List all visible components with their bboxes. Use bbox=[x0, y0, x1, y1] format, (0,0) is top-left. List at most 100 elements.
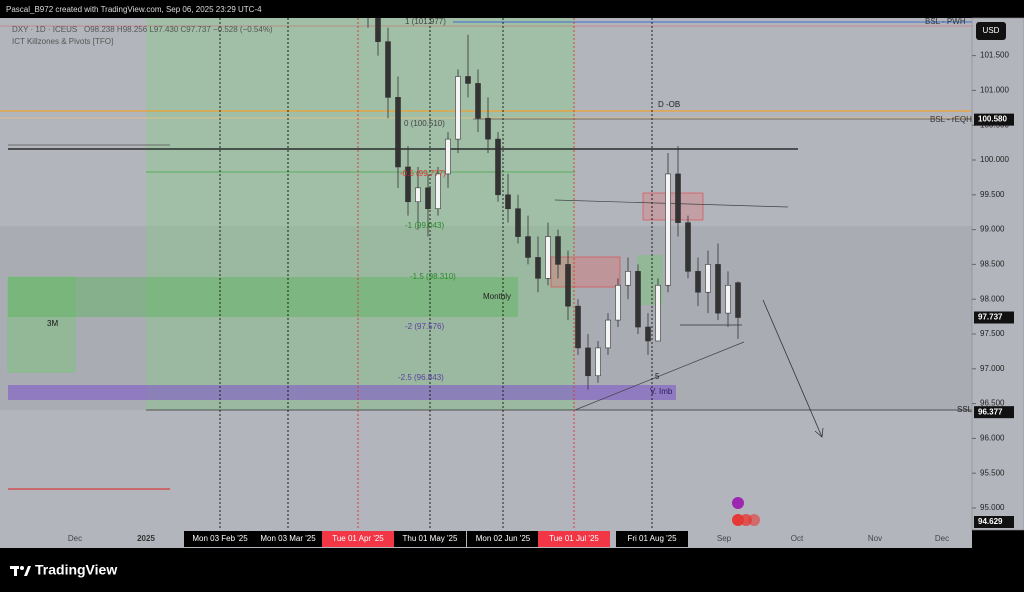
candles bbox=[367, 18, 741, 390]
time-label: Dec bbox=[68, 534, 82, 543]
candle-body bbox=[725, 284, 731, 314]
date-badge bbox=[394, 531, 466, 547]
monthly-band bbox=[8, 277, 518, 317]
annotation: -1 (99.043) bbox=[405, 221, 444, 230]
price-tick-label: 95.000 bbox=[980, 503, 1005, 512]
date-badge bbox=[252, 531, 324, 547]
candle-body bbox=[485, 117, 491, 140]
green-zone bbox=[146, 18, 575, 410]
candle-body bbox=[605, 319, 611, 349]
price-tick-label: 99.500 bbox=[980, 190, 1005, 199]
candle-body bbox=[435, 173, 441, 210]
price-tick-label: 100.000 bbox=[980, 155, 1009, 164]
candle-body bbox=[735, 282, 741, 318]
legend-ohlc: O98.238 H98.256 L97.430 C97.737 −0.528 (… bbox=[84, 25, 273, 34]
price-axis bbox=[971, 17, 1024, 531]
time-label: Sep bbox=[717, 534, 732, 543]
date-badge bbox=[538, 531, 610, 547]
candle-body bbox=[695, 271, 701, 293]
price-badge bbox=[974, 406, 1014, 419]
price-tick-label: 97.500 bbox=[980, 329, 1005, 338]
annotation: -2 (97.576) bbox=[405, 322, 444, 331]
candle-body bbox=[415, 187, 421, 203]
time-label: 2025 bbox=[137, 534, 155, 543]
price-badge bbox=[974, 113, 1014, 126]
brand: TradingView bbox=[35, 562, 117, 578]
price-badge bbox=[974, 311, 1014, 324]
annotation: V. Imb bbox=[650, 387, 673, 396]
currency[interactable]: USD bbox=[983, 26, 1000, 35]
price-tick-label: 98.500 bbox=[980, 260, 1005, 269]
candle-body bbox=[445, 138, 451, 175]
candle-body bbox=[625, 271, 631, 286]
candle-body bbox=[575, 305, 581, 349]
time-label: Fri 01 Aug '25 bbox=[627, 534, 677, 543]
price-tick-label: 95.500 bbox=[980, 468, 1005, 477]
price-badge-label: 100.580 bbox=[978, 115, 1007, 124]
candle-body bbox=[545, 236, 551, 279]
credit: Pascal_B972 created with TradingView.com… bbox=[6, 5, 262, 14]
time-label: Thu 01 May '25 bbox=[403, 534, 458, 543]
annotation: BSL - PWH bbox=[925, 17, 966, 26]
candle-body bbox=[715, 264, 721, 314]
candle-body bbox=[615, 284, 621, 321]
annotation: -0.5 (99.777) bbox=[400, 169, 446, 178]
price-badge-label: 97.737 bbox=[978, 313, 1003, 322]
candle-body bbox=[665, 173, 671, 286]
annotation: Monthly bbox=[483, 292, 511, 301]
candle-body bbox=[515, 208, 521, 237]
annotation: 3M bbox=[47, 319, 58, 328]
date-badge bbox=[616, 531, 688, 547]
date-badge bbox=[467, 531, 539, 547]
currency-button[interactable] bbox=[976, 22, 1006, 40]
3m-box bbox=[7, 276, 76, 373]
time-label: Tue 01 Apr '25 bbox=[332, 534, 384, 543]
candle-body bbox=[465, 76, 471, 84]
price-tick-label: 96.500 bbox=[980, 399, 1005, 408]
projection-arrow bbox=[762, 299, 823, 438]
logo bbox=[10, 566, 31, 576]
event-icon[interactable] bbox=[748, 514, 760, 526]
time-label: Mon 03 Mar '25 bbox=[260, 534, 316, 543]
legend-symbol: DXY · 1D · ICEUS bbox=[12, 25, 77, 34]
axis-labels: 101.500101.000100.500100.00099.50099.000… bbox=[68, 51, 1014, 547]
price-tick-label: 99.000 bbox=[980, 225, 1005, 234]
time-label: Tue 01 Jul '25 bbox=[549, 534, 599, 543]
price-badge-label: 96.377 bbox=[978, 407, 1003, 416]
candle-body bbox=[385, 41, 391, 98]
candle-body bbox=[395, 97, 401, 168]
candle-body bbox=[585, 347, 591, 377]
trend-line bbox=[574, 341, 745, 411]
price-badge-label: 94.629 bbox=[978, 517, 1003, 526]
candle-body bbox=[525, 236, 531, 258]
price-tick-label: 98.000 bbox=[980, 294, 1005, 303]
candle-body bbox=[595, 347, 601, 377]
trend-line bbox=[554, 199, 789, 208]
annotation: SSL bbox=[957, 405, 973, 414]
ob-box bbox=[550, 256, 621, 288]
candle-body bbox=[675, 173, 681, 223]
candle-body bbox=[635, 271, 641, 328]
price-tick-label: 101.000 bbox=[980, 86, 1009, 95]
candle-body bbox=[405, 166, 411, 203]
time-label: Mon 03 Feb '25 bbox=[192, 534, 248, 543]
annotation: 1 (101.977) bbox=[405, 17, 446, 26]
annotation: 5 bbox=[655, 372, 660, 381]
candle-body bbox=[645, 326, 651, 342]
candle-body bbox=[495, 138, 501, 196]
price-badge bbox=[974, 516, 1014, 528]
candle-body bbox=[505, 194, 511, 210]
annotation: BSL - rEQHs bbox=[930, 115, 976, 124]
candle-body bbox=[455, 76, 461, 140]
ob-box bbox=[642, 192, 704, 221]
drawings bbox=[0, 18, 972, 490]
annotation: -1.5 (98.310) bbox=[410, 272, 456, 281]
annotations: 1 (101.977) 0 (100.510) -0.5 (99.777) -1 (9… bbox=[47, 17, 976, 414]
candle-body bbox=[475, 83, 481, 119]
candle-body bbox=[375, 18, 381, 42]
candle-body bbox=[565, 264, 571, 307]
candle-body bbox=[425, 187, 431, 210]
event-icon[interactable] bbox=[732, 497, 744, 509]
candle-body bbox=[705, 264, 711, 293]
